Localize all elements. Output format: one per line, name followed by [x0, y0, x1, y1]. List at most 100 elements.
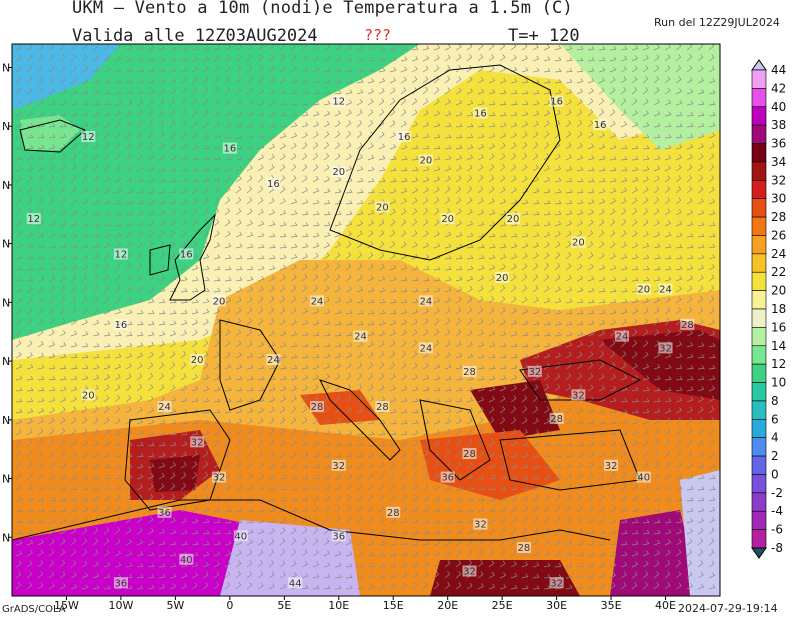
- wind-barb: [477, 386, 485, 392]
- wind-barb: [708, 549, 715, 557]
- wind-barb: [114, 363, 122, 370]
- italy-hot-region: [300, 390, 380, 425]
- wind-barb: [191, 450, 198, 458]
- wind-barb: [48, 255, 56, 260]
- wind-barb: [125, 131, 132, 139]
- wind-barb: [466, 244, 474, 249]
- wind-barb: [213, 318, 220, 326]
- wind-barb: [224, 208, 231, 216]
- wind-barb: [576, 407, 584, 414]
- wind-barb: [609, 309, 617, 315]
- wind-barb: [125, 68, 133, 73]
- wind-barb: [323, 406, 330, 414]
- wind-barb: [191, 309, 199, 315]
- wind-barb: [48, 428, 55, 436]
- wind-barb: [378, 472, 385, 480]
- wind-barb: [257, 428, 264, 436]
- wind-barb: [466, 220, 474, 227]
- wind-barb: [708, 296, 715, 304]
- wind-barb: [26, 297, 33, 304]
- wind-barb: [565, 331, 573, 337]
- wind-barb: [191, 97, 198, 106]
- lat-label: N: [2, 238, 10, 251]
- wind-barb: [191, 471, 198, 480]
- wind-barb: [653, 398, 661, 403]
- wind-barb: [466, 497, 474, 502]
- wind-barb: [202, 66, 209, 73]
- wind-barb: [532, 320, 540, 326]
- wind-barb: [246, 417, 253, 425]
- wind-barb: [290, 527, 297, 535]
- wind-barb: [686, 353, 694, 359]
- wind-barb: [235, 340, 242, 348]
- wind-barb: [147, 341, 155, 348]
- wind-barb: [81, 264, 88, 271]
- wind-barb: [620, 483, 627, 491]
- wind-barb: [466, 329, 473, 337]
- wind-barb: [169, 351, 176, 359]
- wind-barb: [477, 244, 485, 249]
- wind-barb: [323, 363, 331, 370]
- wind-barb: [136, 342, 144, 348]
- wind-barb: [323, 550, 330, 557]
- wind-barb: [664, 496, 672, 502]
- wind-barb: [213, 540, 221, 546]
- wind-barb: [114, 242, 121, 249]
- wind-barb: [532, 252, 539, 260]
- wind-barb: [70, 507, 78, 513]
- wind-barb: [334, 321, 342, 326]
- wind-barb: [246, 397, 254, 403]
- wind-barb: [587, 472, 594, 480]
- wind-barb: [400, 288, 408, 293]
- wind-barb: [202, 230, 209, 238]
- wind-barb: [125, 221, 133, 227]
- colorbar-swatch: [751, 198, 767, 218]
- wind-barb: [477, 341, 485, 348]
- wind-barb: [411, 66, 418, 73]
- temp-label: 24: [267, 355, 280, 366]
- wind-barb: [400, 420, 408, 425]
- wind-barb: [510, 527, 517, 535]
- wind-barb: [488, 342, 496, 348]
- wind-barb: [455, 76, 462, 84]
- wind-barb: [642, 110, 650, 117]
- wind-barb: [81, 516, 88, 524]
- wind-barb: [367, 310, 375, 315]
- wind-barb: [675, 462, 682, 469]
- wind-barb: [290, 439, 297, 447]
- wind-barb: [312, 101, 320, 106]
- wind-barb: [510, 584, 518, 590]
- wind-barb: [455, 438, 462, 447]
- wind-barb: [521, 452, 529, 458]
- wind-barb: [246, 560, 253, 568]
- wind-barb: [631, 351, 638, 359]
- wind-barb: [81, 342, 89, 348]
- lon-label: 15W: [54, 599, 79, 612]
- wind-barb: [422, 121, 430, 128]
- wind-barb: [565, 452, 573, 458]
- temp-label: 32: [605, 461, 618, 472]
- wind-barb: [587, 219, 594, 227]
- wind-barb: [59, 560, 66, 568]
- wind-barb: [708, 406, 715, 414]
- wind-barb: [444, 508, 452, 513]
- wind-barb: [48, 571, 55, 579]
- wind-barb: [323, 131, 330, 139]
- wind-barb: [26, 231, 34, 238]
- wind-barb: [378, 494, 385, 502]
- wind-barb: [400, 156, 408, 161]
- colorbar-swatch: [751, 271, 767, 291]
- wind-barb: [345, 562, 353, 568]
- wind-barb: [532, 232, 540, 238]
- wind-barb: [565, 166, 573, 172]
- wind-barb: [235, 549, 242, 557]
- wind-barb: [59, 427, 66, 436]
- wind-barb: [114, 309, 122, 315]
- forecast-step: T=+ 120: [508, 26, 580, 46]
- wind-barb: [697, 330, 705, 337]
- wind-barb: [488, 285, 495, 293]
- wind-barb: [213, 45, 221, 51]
- wind-barb: [268, 462, 276, 469]
- wind-barb: [147, 473, 154, 480]
- wind-barb: [290, 233, 298, 238]
